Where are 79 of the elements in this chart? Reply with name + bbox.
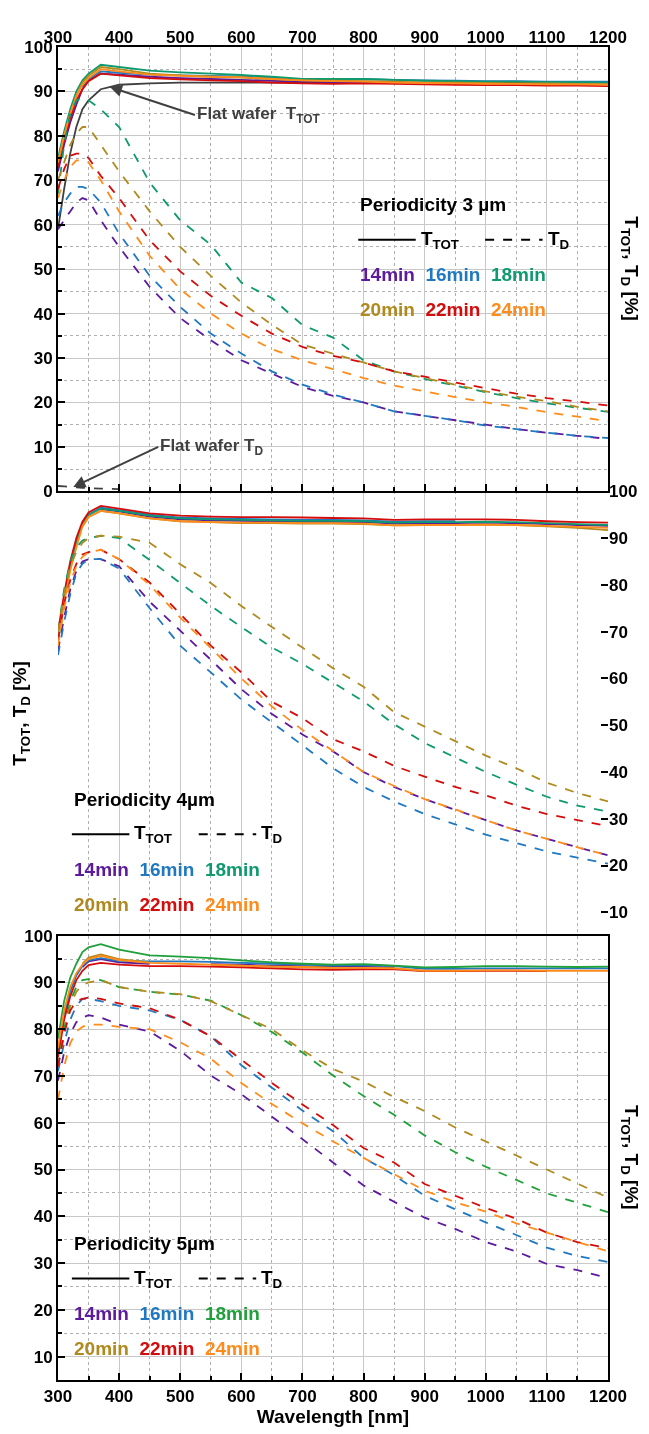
text: 14min <box>74 859 129 880</box>
x2-tick-label: 400 <box>104 27 134 47</box>
x-tick-label: 800 <box>349 1387 378 1407</box>
annotation: Flat wafer T$_{TOT}$ <box>197 104 321 126</box>
x2-tick-label: 1200 <box>589 27 627 47</box>
x2-tick-label: 1000 <box>466 27 505 47</box>
text: 16min <box>425 264 481 285</box>
text: 20min <box>74 894 129 915</box>
x-tick-label: 1200 <box>589 1387 627 1407</box>
y2-tick-label: 80 <box>609 575 628 595</box>
y-tick-label: 30 <box>33 348 53 368</box>
x-tick-label: 900 <box>410 1387 439 1407</box>
x-tick-label: 300 <box>43 1387 73 1407</box>
y-tick-label: 90 <box>33 82 53 102</box>
annotation: T$_{D}$ <box>548 228 570 252</box>
text: 16min <box>139 1303 195 1324</box>
y-tick-label: 70 <box>33 171 53 191</box>
x-axis-title: Wavelength [nm] <box>256 1406 410 1428</box>
y-tick-label: 40 <box>33 1207 53 1227</box>
annotation: T$_{TOT}$ <box>421 228 459 252</box>
text: 22min <box>139 1338 195 1359</box>
y-tick-label: 20 <box>33 393 53 413</box>
text: 22min <box>425 299 481 320</box>
y2-tick-label: 30 <box>609 809 628 829</box>
legend-title: Periodicity 4µm <box>74 789 215 810</box>
y2-tick-label: 60 <box>609 669 628 689</box>
y-tick-label: 10 <box>33 1347 53 1367</box>
y-tick-label: 50 <box>33 1160 53 1180</box>
x-tick-label: 600 <box>227 1387 256 1407</box>
x2-tick-label: 500 <box>166 27 195 47</box>
x2-tick-label: 600 <box>227 27 256 47</box>
x-tick-label: 400 <box>104 1387 134 1407</box>
y-tick-label: 10 <box>33 437 53 457</box>
text: 24min <box>204 894 260 915</box>
y-tick-label: 80 <box>33 126 53 146</box>
annotation: T$_{D}$ <box>261 822 283 846</box>
x2-tick-label: 900 <box>410 27 439 47</box>
text: 18min <box>204 1303 260 1324</box>
y-tick-label: 50 <box>33 260 53 280</box>
y2-tick-label: 50 <box>609 716 628 736</box>
y-tick-label: 80 <box>33 1020 53 1040</box>
text: 14min <box>74 1303 129 1324</box>
y-tick-label: 100 <box>24 926 53 946</box>
text: 22min <box>139 894 195 915</box>
x-tick-label: 700 <box>288 1387 317 1407</box>
y-tick-label: 0 <box>43 482 53 502</box>
x-tick-label: 1000 <box>466 1387 505 1407</box>
y-tick-label: 20 <box>33 1300 53 1320</box>
annotation: T$_{D}$ <box>261 1267 283 1291</box>
y-tick-label: 60 <box>33 1113 53 1133</box>
x2-tick-label: 1100 <box>528 27 566 47</box>
x2-tick-label: 700 <box>288 27 317 47</box>
text: 24min <box>490 299 546 320</box>
text: 24min <box>204 1338 260 1359</box>
annotation: T$_{TOT}$ <box>134 822 172 846</box>
y-tick-label: 70 <box>33 1066 53 1086</box>
x-tick-label: 500 <box>166 1387 195 1407</box>
legend-title: Periodicity 3 µm <box>360 194 507 215</box>
text: 20min <box>74 1338 129 1359</box>
y2-tick-label: 10 <box>609 903 628 923</box>
x-tick-label: 1100 <box>528 1387 566 1407</box>
text: 18min <box>490 264 546 285</box>
y-tick-label: 30 <box>33 1254 53 1274</box>
legend-title: Periodicity 5µm <box>74 1233 215 1254</box>
y2-tick-label: 20 <box>609 856 628 876</box>
y2-tick-label: 70 <box>609 622 628 642</box>
y-tick-label: 60 <box>33 215 53 235</box>
annotation: T$_{TOT}$ <box>134 1267 172 1291</box>
text: 16min <box>139 859 195 880</box>
text: 18min <box>204 859 260 880</box>
annotation: Flat wafer T$_{D}$ <box>160 436 264 458</box>
y-tick-label: 40 <box>33 304 53 324</box>
y2-tick-label: 100 <box>609 482 638 502</box>
x2-tick-label: 800 <box>349 27 378 47</box>
y2-tick-label: 40 <box>609 762 628 782</box>
y2-tick-label: 90 <box>609 529 628 549</box>
text: 14min <box>360 264 415 285</box>
text: 20min <box>360 299 415 320</box>
y-tick-label: 90 <box>33 973 53 993</box>
